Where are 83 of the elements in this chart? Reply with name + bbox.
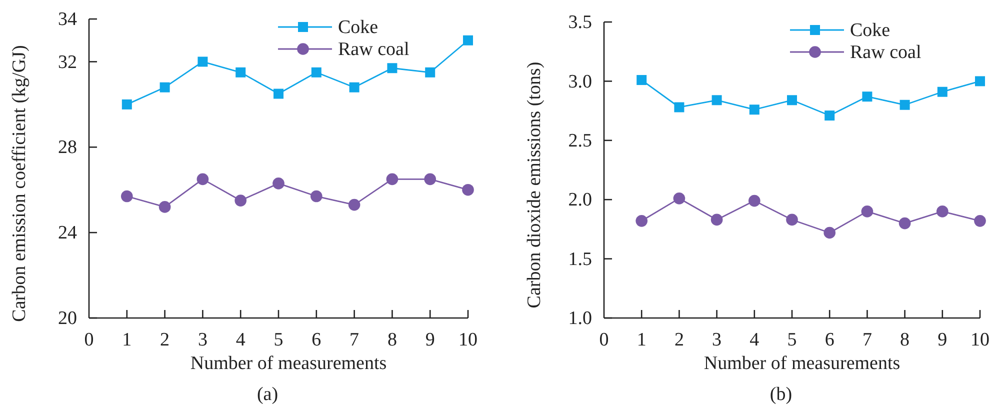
x-tick-label: 6	[312, 329, 322, 350]
point	[234, 194, 247, 206]
x-tick-label: 3	[198, 329, 208, 350]
x-tick-label: 9	[938, 329, 948, 350]
point	[636, 215, 648, 227]
point	[424, 173, 436, 186]
point	[272, 178, 284, 190]
point	[636, 75, 647, 86]
x-tick-label: 4	[750, 329, 760, 350]
point	[900, 100, 910, 110]
x-axis-title: Number of measurements	[190, 353, 387, 374]
legend-label: Coke	[850, 20, 890, 41]
x-tick-label: 2	[160, 329, 170, 350]
legend-label: Raw coal	[338, 39, 410, 60]
point	[425, 67, 436, 78]
x-tick-label: 9	[425, 329, 435, 350]
y-tick-label: 24	[58, 222, 78, 244]
point	[236, 67, 246, 78]
x-tick-label: 8	[900, 329, 910, 350]
point	[861, 206, 874, 218]
point	[974, 215, 986, 227]
point	[936, 206, 948, 218]
x-tick-label: 8	[387, 329, 397, 350]
point	[710, 214, 723, 226]
y-tick-label: 1.0	[568, 308, 592, 330]
x-axis-title: Number of measurements	[704, 353, 900, 374]
point	[674, 102, 684, 112]
x-tick-label: 7	[350, 329, 360, 350]
point	[349, 82, 360, 92]
x-tick-label: 3	[712, 329, 722, 350]
x-tick-label: 0	[599, 329, 609, 350]
legend-label: Coke	[338, 17, 378, 38]
point	[748, 194, 760, 207]
point	[274, 88, 284, 99]
y-tick-label: 20	[58, 308, 77, 330]
point	[787, 95, 797, 106]
y-tick-label: 34	[58, 9, 78, 30]
point	[786, 214, 798, 226]
point	[310, 190, 322, 202]
y-axis-title: Carbon emission coefficient (kg/GJ)	[9, 45, 30, 322]
x-tick-label: 5	[274, 329, 284, 350]
x-tick-label: 4	[236, 329, 246, 350]
x-tick-label: 6	[824, 329, 834, 350]
point	[158, 201, 171, 213]
text: (b)	[770, 384, 792, 405]
point	[386, 173, 398, 186]
text: (a)	[256, 384, 278, 405]
y-tick-label: 28	[58, 137, 77, 158]
point	[196, 173, 209, 186]
point	[673, 192, 686, 204]
x-tick-label: 7	[862, 329, 872, 350]
point	[712, 95, 722, 106]
point	[348, 198, 360, 211]
x-tick-label: 2	[674, 329, 684, 350]
point	[311, 67, 322, 78]
y-axis-title: Carbon dioxide emissions (tons)	[524, 62, 545, 308]
point	[975, 76, 985, 86]
x-tick-label: 0	[84, 329, 94, 350]
y-tick-label: 1.5	[568, 248, 592, 270]
x-tick-label: 1	[636, 329, 646, 350]
y-tick-label: 3.5	[568, 12, 592, 34]
x-tick-label: 5	[787, 329, 797, 350]
point	[122, 99, 132, 110]
y-tick-label: 2.5	[568, 130, 592, 152]
point	[198, 56, 208, 67]
point	[463, 35, 473, 46]
point	[898, 217, 911, 230]
x-tick-label: 10	[458, 329, 478, 350]
y-tick-label: 32	[58, 52, 77, 73]
point	[862, 92, 872, 102]
point	[387, 63, 398, 74]
legend-label: Raw coal	[850, 42, 922, 63]
point	[937, 86, 948, 97]
point	[824, 110, 835, 121]
x-tick-label: 10	[970, 329, 990, 350]
point	[824, 226, 836, 239]
y-tick-label: 2.0	[568, 190, 592, 211]
point	[160, 82, 170, 92]
point	[749, 104, 760, 115]
point	[462, 184, 474, 196]
point	[120, 190, 133, 202]
x-tick-label: 1	[122, 329, 132, 350]
y-tick-label: 3.0	[568, 71, 592, 92]
